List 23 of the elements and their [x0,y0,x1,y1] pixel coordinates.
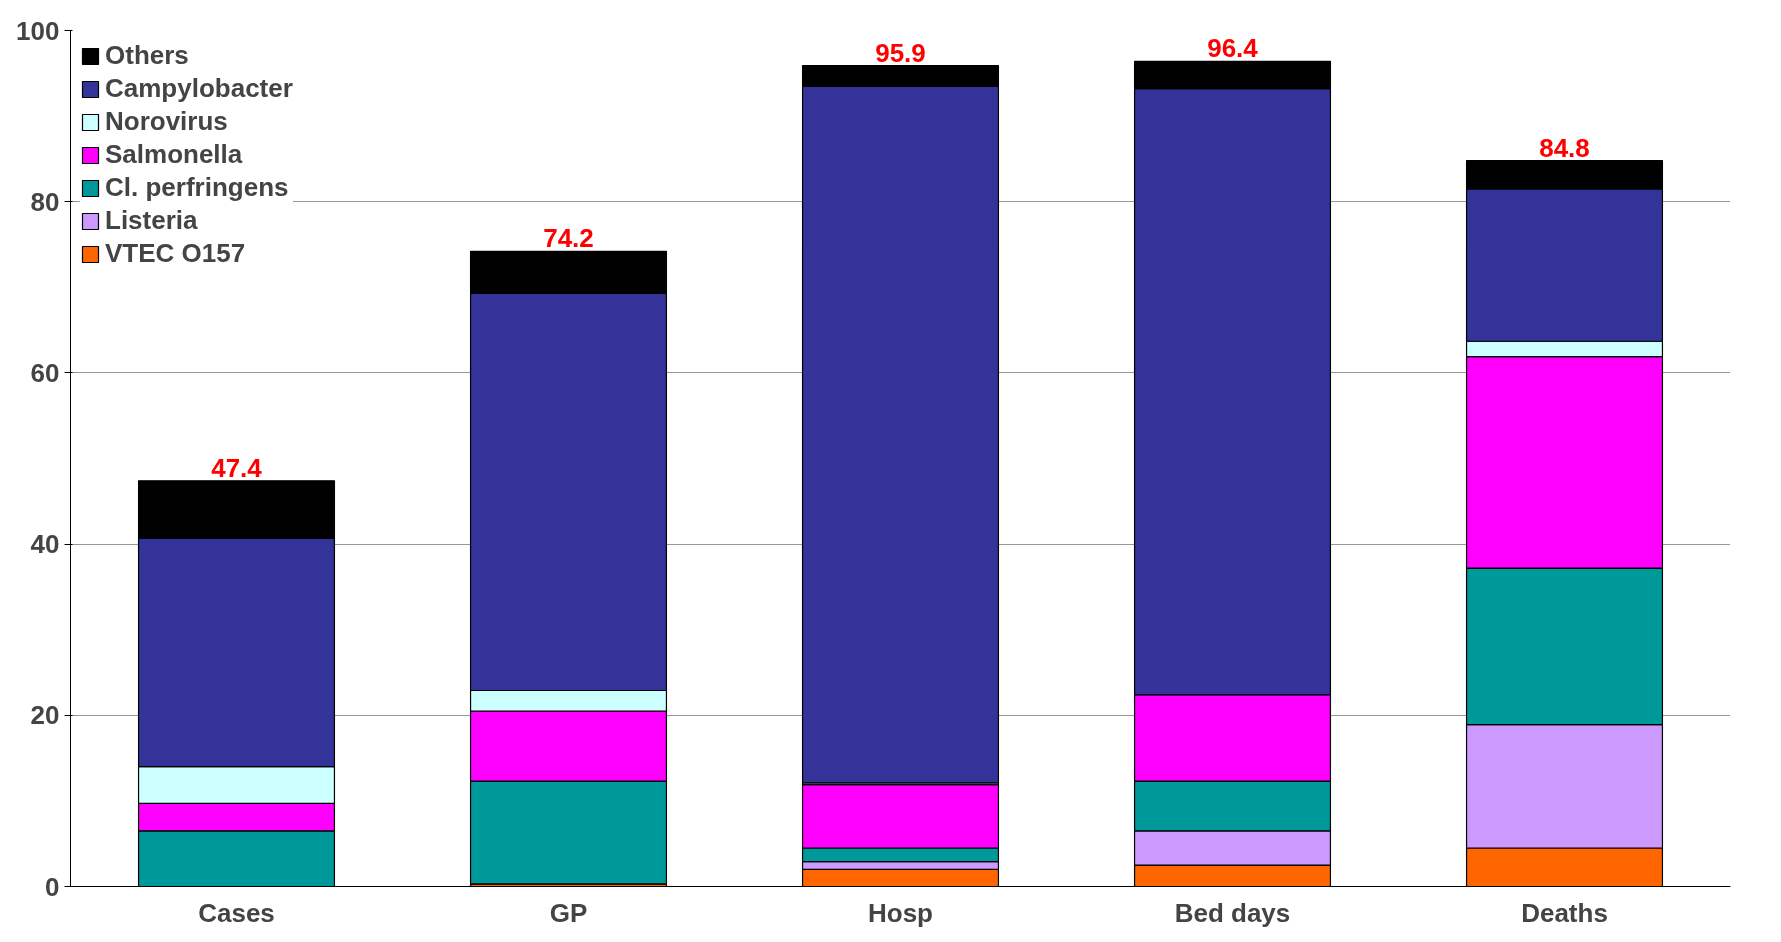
y-tick-label: 80 [30,186,60,217]
legend-label: Campylobacter [105,73,293,104]
legend-label: Norovirus [105,106,228,137]
x-tick-label: Deaths [1521,897,1608,928]
y-tick-label: 0 [45,871,60,902]
legend-label: Salmonella [105,139,243,170]
total-label: 84.8 [1539,132,1590,163]
x-tick-label: Hosp [868,897,933,928]
total-label: 95.9 [875,37,926,68]
total-label: 96.4 [1207,33,1259,64]
y-tick-label: 60 [30,357,60,388]
legend-label: Cl. perfringens [105,172,289,203]
y-tick-label: 40 [30,529,60,560]
legend-label: Listeria [105,205,198,236]
x-tick-label: Bed days [1174,897,1291,928]
legend-label: Others [105,40,189,71]
legend-label: VTEC O157 [105,238,246,269]
x-tick-label: Cases [198,897,275,928]
x-tick-label: GP [549,897,588,928]
y-tick-label: 100 [16,15,60,46]
y-tick-label: 20 [30,700,60,731]
total-label: 47.4 [211,452,263,483]
total-label: 74.2 [543,223,594,254]
